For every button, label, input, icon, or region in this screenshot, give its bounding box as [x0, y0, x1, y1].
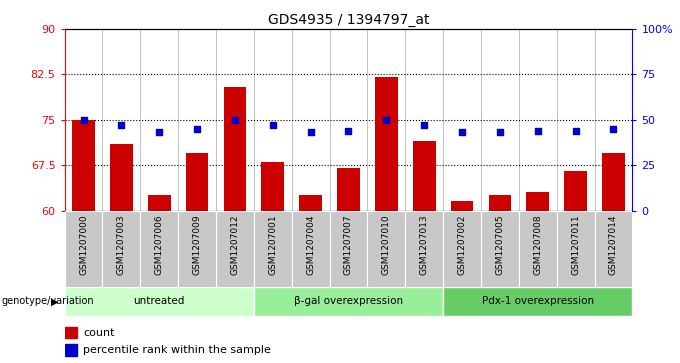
Bar: [337, 168, 360, 211]
Text: GSM1207003: GSM1207003: [117, 214, 126, 275]
Bar: [594, 211, 632, 287]
Point: [381, 117, 392, 123]
Bar: [405, 211, 443, 287]
Bar: [564, 171, 587, 211]
Bar: [519, 211, 557, 287]
Bar: [216, 211, 254, 287]
Text: GSM1207002: GSM1207002: [458, 214, 466, 275]
Bar: [148, 195, 171, 211]
Bar: [481, 211, 519, 287]
Point: [229, 117, 241, 123]
Text: GSM1207004: GSM1207004: [306, 214, 315, 275]
Bar: [526, 192, 549, 211]
Text: untreated: untreated: [133, 296, 185, 306]
Bar: [224, 86, 246, 211]
Bar: [488, 195, 511, 211]
Title: GDS4935 / 1394797_at: GDS4935 / 1394797_at: [268, 13, 429, 26]
Bar: [602, 153, 625, 211]
Text: GSM1207012: GSM1207012: [231, 214, 239, 275]
Bar: [65, 344, 77, 356]
Point: [532, 128, 543, 134]
Text: count: count: [84, 327, 115, 338]
Text: β-gal overexpression: β-gal overexpression: [294, 296, 403, 306]
Text: Pdx-1 overexpression: Pdx-1 overexpression: [481, 296, 594, 306]
Bar: [299, 195, 322, 211]
Bar: [330, 211, 367, 287]
Point: [154, 130, 165, 135]
Bar: [443, 211, 481, 287]
Point: [305, 130, 316, 135]
Point: [419, 122, 430, 128]
Bar: [110, 144, 133, 211]
Point: [116, 122, 126, 128]
Text: GSM1207013: GSM1207013: [420, 214, 428, 275]
Bar: [254, 211, 292, 287]
Point: [192, 126, 203, 132]
Bar: [140, 211, 178, 287]
Text: GSM1207005: GSM1207005: [496, 214, 505, 275]
Bar: [65, 327, 77, 338]
Point: [456, 130, 467, 135]
Text: GSM1207011: GSM1207011: [571, 214, 580, 275]
Bar: [443, 287, 632, 316]
Point: [494, 130, 505, 135]
Text: genotype/variation: genotype/variation: [1, 296, 94, 306]
Bar: [375, 77, 398, 211]
Bar: [413, 141, 436, 211]
Text: GSM1207006: GSM1207006: [155, 214, 164, 275]
Point: [267, 122, 278, 128]
Bar: [451, 201, 473, 211]
Point: [78, 117, 89, 123]
Text: GSM1207001: GSM1207001: [269, 214, 277, 275]
Point: [343, 128, 354, 134]
Bar: [292, 211, 330, 287]
Text: GSM1207009: GSM1207009: [192, 214, 201, 275]
Text: percentile rank within the sample: percentile rank within the sample: [84, 345, 271, 355]
Bar: [178, 211, 216, 287]
Text: GSM1207007: GSM1207007: [344, 214, 353, 275]
Bar: [367, 211, 405, 287]
Text: GSM1207000: GSM1207000: [79, 214, 88, 275]
Point: [608, 126, 619, 132]
Text: GSM1207014: GSM1207014: [609, 214, 618, 275]
Bar: [103, 211, 140, 287]
Bar: [557, 211, 594, 287]
Bar: [261, 162, 284, 211]
Bar: [65, 287, 254, 316]
Text: ▶: ▶: [50, 296, 58, 306]
Bar: [254, 287, 443, 316]
Point: [570, 128, 581, 134]
Bar: [186, 153, 209, 211]
Bar: [72, 120, 95, 211]
Bar: [65, 211, 103, 287]
Text: GSM1207008: GSM1207008: [533, 214, 542, 275]
Text: GSM1207010: GSM1207010: [382, 214, 391, 275]
